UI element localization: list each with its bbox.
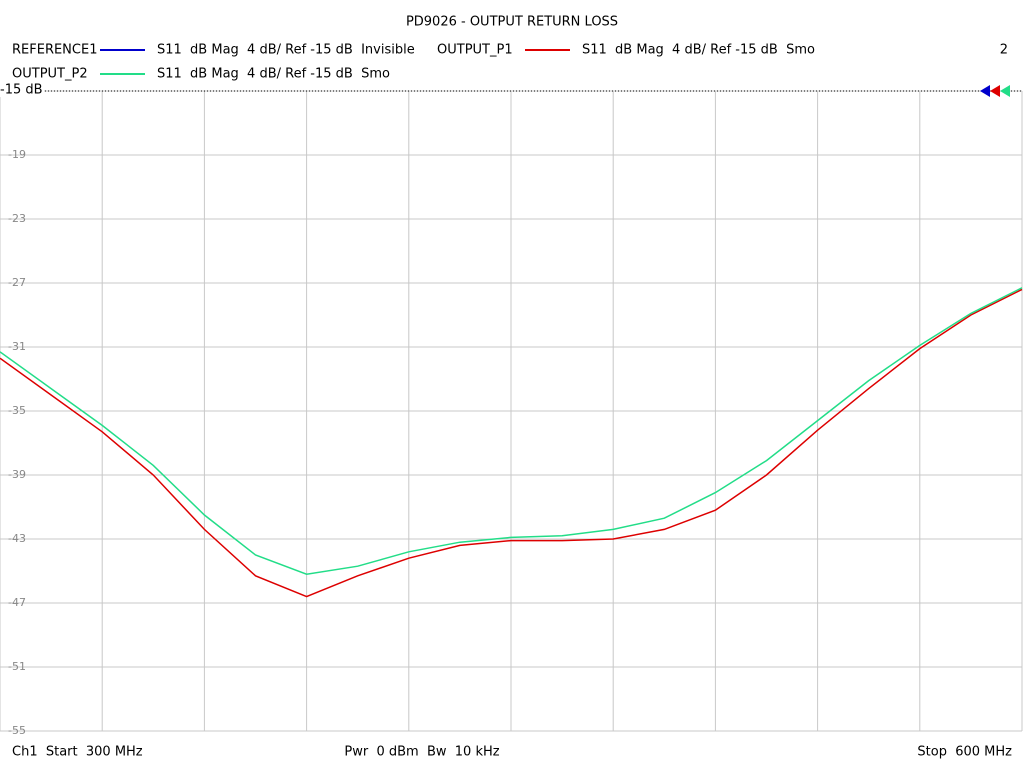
ref-label-bg: [0, 83, 44, 97]
stop-label: Stop 600 MHz: [917, 745, 1012, 760]
trace-marker: [990, 85, 1000, 97]
legend-name: OUTPUT_P1: [437, 43, 513, 58]
y-tick-label: -55: [8, 724, 26, 737]
y-tick-label: -35: [8, 404, 26, 417]
legend-description: S11 dB Mag 4 dB/ Ref -15 dB Invisible: [157, 43, 415, 58]
trace-marker: [980, 85, 990, 97]
y-tick-label: -43: [8, 532, 26, 545]
ref-label: -15 dB: [0, 83, 43, 98]
y-tick-label: -51: [8, 660, 26, 673]
y-tick-label: -19: [8, 148, 26, 161]
y-tick-label: -31: [8, 340, 26, 353]
trace-marker: [1000, 85, 1010, 97]
y-tick-label: -23: [8, 212, 26, 225]
y-tick-label: -39: [8, 468, 26, 481]
center-label: Pwr 0 dBm Bw 10 kHz: [344, 745, 499, 760]
legend-name: REFERENCE1: [12, 43, 97, 58]
trace-line: [0, 288, 1023, 598]
channel-number: 2: [1000, 43, 1008, 58]
y-tick-label: -27: [8, 276, 26, 289]
legend-description: S11 dB Mag 4 dB/ Ref -15 dB Smo: [582, 43, 815, 58]
legend-name: OUTPUT_P2: [12, 67, 88, 82]
y-tick-label: -47: [8, 596, 26, 609]
start-label: Ch1 Start 300 MHz: [12, 745, 143, 760]
chart-title: PD9026 - OUTPUT RETURN LOSS: [406, 15, 618, 30]
legend-description: S11 dB Mag 4 dB/ Ref -15 dB Smo: [157, 67, 390, 82]
trace-line: [0, 287, 1023, 575]
